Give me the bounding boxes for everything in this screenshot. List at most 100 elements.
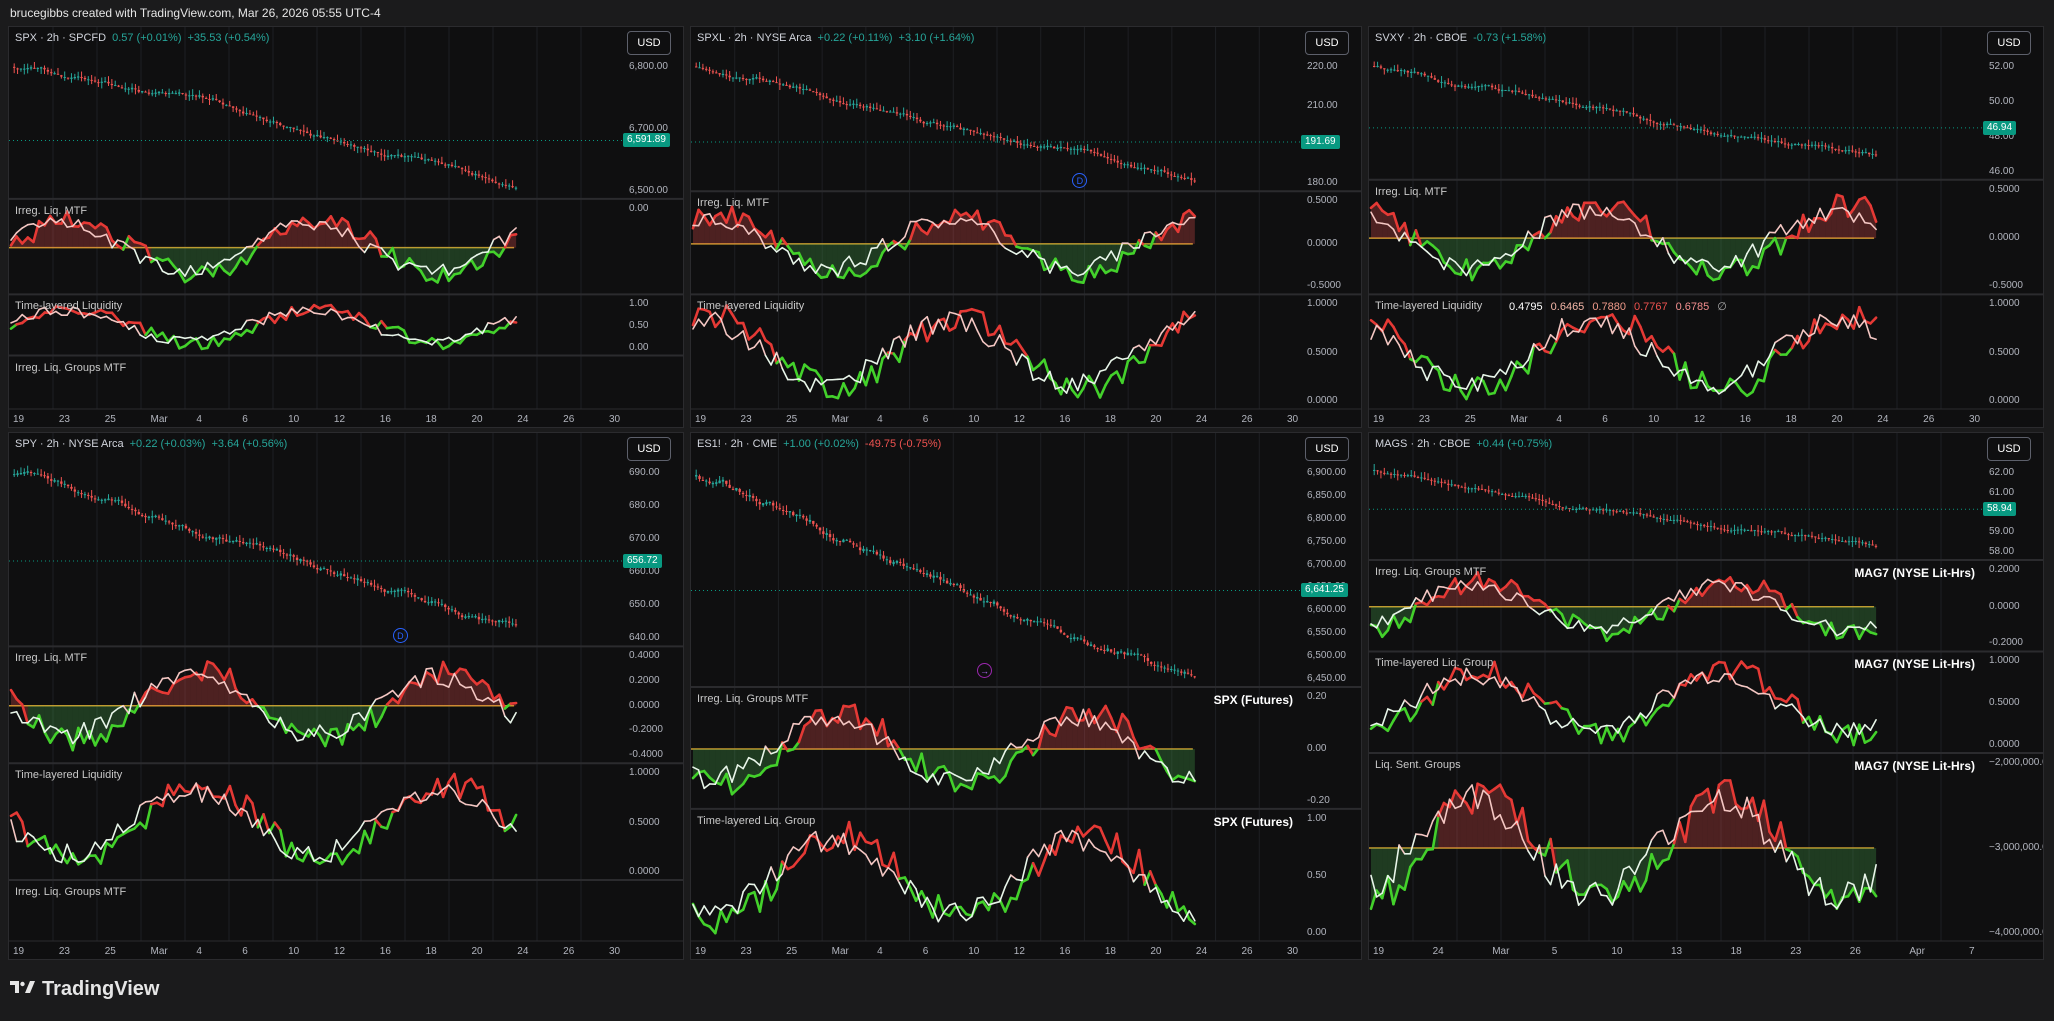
indicator-line bbox=[458, 335, 467, 345]
indicator-line bbox=[1515, 806, 1524, 826]
indicator-line bbox=[708, 905, 717, 916]
candle-body bbox=[1830, 147, 1834, 149]
candle-body bbox=[695, 66, 698, 68]
indicator-line bbox=[1735, 374, 1743, 382]
indicator-line bbox=[1182, 910, 1191, 922]
candle-body bbox=[386, 155, 390, 158]
candle-body bbox=[1679, 520, 1682, 522]
indicator-title[interactable]: Irreg. Liq. Groups MTF bbox=[15, 361, 127, 374]
symbol-label[interactable]: SVXY · 2h · CBOE bbox=[1375, 32, 1468, 44]
indicator-title[interactable]: Time-layered Liq. Group bbox=[697, 814, 816, 827]
time-axis-label: 26 bbox=[563, 946, 575, 957]
indicator-line bbox=[1470, 267, 1479, 282]
indicator-line bbox=[1143, 870, 1152, 887]
dividend-marker-icon[interactable]: D bbox=[392, 628, 408, 644]
oscillator-fill bbox=[1077, 243, 1084, 283]
indicator-title[interactable]: Irreg. Liq. Groups MTF bbox=[697, 693, 809, 705]
indicator-line bbox=[346, 835, 355, 845]
candle-body bbox=[1083, 639, 1086, 642]
indicator-line bbox=[375, 245, 383, 249]
candle-body bbox=[1042, 622, 1046, 624]
candle-body bbox=[808, 89, 812, 91]
symbol-legend[interactable]: SVXY · 2h · CBOE -0.73 (+1.58%) bbox=[1375, 32, 1552, 44]
oscillator-fill bbox=[1460, 238, 1467, 275]
currency-button[interactable]: USD bbox=[1305, 437, 1349, 461]
indicator-line bbox=[1026, 738, 1034, 742]
symbol-label[interactable]: SPY · 2h · NYSE Arca bbox=[15, 438, 124, 450]
currency-button[interactable]: USD bbox=[627, 31, 671, 55]
indicator-line bbox=[1650, 852, 1659, 870]
time-axis-label: 20 bbox=[471, 414, 483, 425]
oscillator-fill bbox=[1612, 848, 1618, 902]
candle-body bbox=[140, 515, 144, 517]
indicator-line bbox=[1465, 585, 1473, 591]
candle-body bbox=[1477, 85, 1480, 88]
indicator-line bbox=[1415, 366, 1423, 369]
chart-panel-1[interactable]: SPX · 2h · SPCFD 0.57 (+0.01%) +35.53 (+0.… bbox=[8, 26, 684, 428]
indicator-title[interactable]: Irreg. Liq. MTF bbox=[1375, 185, 1448, 198]
indicator-title[interactable]: Time-layered Liquidity bbox=[15, 300, 123, 313]
chart-canvas[interactable] bbox=[1369, 433, 2044, 960]
indicator-axis-label: 0.5000 bbox=[1307, 195, 1338, 207]
oscillator-fill bbox=[832, 243, 838, 277]
chart-canvas[interactable] bbox=[1369, 27, 2044, 428]
chart-canvas[interactable] bbox=[9, 27, 684, 428]
oscillator-fill bbox=[1752, 590, 1759, 607]
chart-panel-6[interactable]: MAGS · 2h · CBOE +0.44 (+0.75%) USD 62.00 61… bbox=[1368, 432, 2044, 960]
chart-panel-3[interactable]: SVXY · 2h · CBOE -0.73 (+1.58%) USD 52.00 50… bbox=[1368, 26, 2044, 428]
indicator-title[interactable]: Irreg. Liq. MTF bbox=[697, 197, 770, 210]
candle-body bbox=[1645, 119, 1649, 121]
symbol-legend[interactable]: SPXL · 2h · NYSE Arca +0.22 (+0.11%) +3.10… bbox=[697, 32, 974, 44]
indicator-line bbox=[1864, 319, 1872, 339]
oscillator-fill bbox=[1376, 848, 1383, 899]
indicator-line bbox=[1622, 217, 1630, 221]
chart-panel-4[interactable]: SPY · 2h · NYSE Arca +0.22 (+0.03%) +3.64 … bbox=[8, 432, 684, 960]
indicator-title[interactable]: Time-layered Liquidity bbox=[1375, 300, 1483, 313]
dividend-marker-icon[interactable]: D bbox=[1072, 173, 1088, 189]
indicator-line bbox=[1437, 677, 1445, 691]
indicator-line bbox=[363, 829, 372, 845]
indicator-line bbox=[976, 329, 984, 343]
indicator-line bbox=[1493, 257, 1502, 270]
indicator-title[interactable]: Irreg. Liq. MTF bbox=[15, 204, 88, 217]
indicator-line bbox=[1110, 250, 1118, 262]
indicator-line bbox=[1650, 334, 1659, 349]
indicator-line bbox=[954, 217, 962, 225]
indicator-title[interactable]: Irreg. Liq. Groups MTF bbox=[15, 886, 127, 899]
symbol-legend[interactable]: ES1! · 2h · CME +1.00 (+0.02%) -49.75 (-0.… bbox=[697, 438, 941, 450]
indicator-line bbox=[1796, 855, 1805, 875]
indicator-line bbox=[1628, 715, 1636, 724]
event-marker-icon[interactable]: → bbox=[977, 663, 993, 678]
candle-body bbox=[955, 126, 959, 128]
candle-body bbox=[915, 117, 919, 120]
candle-body bbox=[268, 121, 272, 123]
indicator-title[interactable]: Time-layered Liquidity bbox=[697, 300, 805, 313]
chart-canvas[interactable] bbox=[691, 27, 1362, 428]
symbol-legend[interactable]: SPX · 2h · SPCFD 0.57 (+0.01%) +35.53 (+0.… bbox=[15, 32, 269, 44]
currency-button[interactable]: USD bbox=[627, 437, 671, 461]
oscillator-fill bbox=[966, 748, 972, 790]
chart-panel-2[interactable]: SPXL · 2h · NYSE Arca +0.22 (+0.11%) +3.10… bbox=[690, 26, 1362, 428]
chart-panel-5[interactable]: ES1! · 2h · CME +1.00 (+0.02%) -49.75 (-0.… bbox=[690, 432, 1362, 960]
time-axis-label: 12 bbox=[333, 414, 346, 425]
indicator-line bbox=[915, 218, 923, 223]
symbol-label[interactable]: SPX · 2h · SPCFD bbox=[15, 32, 107, 44]
chart-canvas[interactable] bbox=[9, 433, 684, 960]
indicator-title[interactable]: Time-layered Liquidity bbox=[15, 769, 123, 782]
candle-body bbox=[23, 68, 26, 70]
indicator-title[interactable]: Irreg. Liq. MTF bbox=[15, 652, 88, 665]
symbol-label[interactable]: SPXL · 2h · NYSE Arca bbox=[697, 32, 812, 44]
candle-body bbox=[1632, 512, 1635, 514]
currency-button[interactable]: USD bbox=[1987, 31, 2031, 55]
indicator-line bbox=[1098, 704, 1107, 716]
candle-body bbox=[862, 106, 865, 108]
chart-canvas[interactable] bbox=[691, 433, 1362, 960]
indicator-line bbox=[414, 338, 422, 342]
symbol-label[interactable]: ES1! · 2h · CME bbox=[697, 438, 778, 450]
currency-button[interactable]: USD bbox=[1305, 31, 1349, 55]
indicator-line bbox=[1415, 241, 1423, 248]
symbol-legend[interactable]: SPY · 2h · NYSE Arca +0.22 (+0.03%) +3.64 … bbox=[15, 438, 287, 450]
indicator-line bbox=[290, 841, 299, 860]
indicator-line bbox=[330, 308, 338, 313]
candle-body bbox=[134, 88, 137, 90]
